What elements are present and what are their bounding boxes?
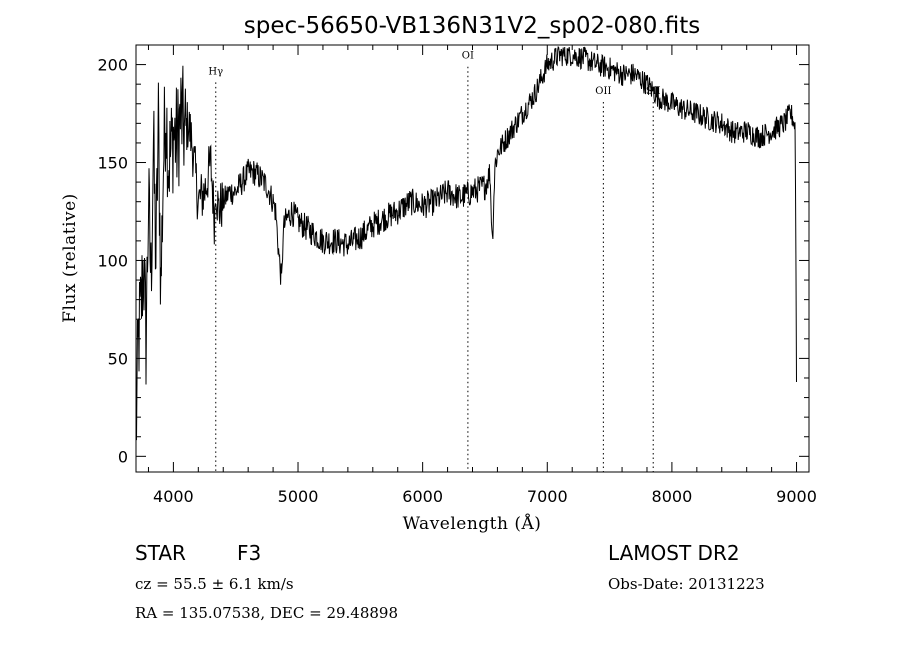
object-class-label: STAR (135, 541, 186, 565)
obs-date-text: Obs-Date: 20131223 (608, 575, 765, 593)
y-tick-labels: 0 50 100 150 200 (97, 56, 128, 467)
spectral-line-label: OI (462, 51, 474, 62)
y-tick-label: 0 (118, 447, 128, 466)
x-tick-label: 5000 (278, 487, 319, 506)
subclass-label: F3 (237, 541, 261, 565)
plot-frame (135, 44, 810, 473)
y-axis-label: Flux (relative) (60, 193, 80, 323)
y-tick-label: 150 (97, 154, 128, 173)
redshift-text: cz = 55.5 ± 6.1 km/s (135, 575, 294, 593)
coordinates-text: RA = 135.07538, DEC = 29.48898 (135, 604, 398, 622)
chart-title: spec-56650-VB136N31V2_sp02-080.fits (244, 13, 700, 39)
x-tick-label: 8000 (652, 487, 693, 506)
spectrum-series-line (135, 45, 797, 441)
y-tick-label: 200 (97, 56, 128, 75)
x-tick-label: 7000 (527, 487, 568, 506)
x-axis-label: Wavelength (Å) (403, 513, 542, 534)
spectral-line-label: OII (595, 86, 611, 97)
x-tick-label: 6000 (402, 487, 443, 506)
y-tick-label: 50 (108, 349, 128, 368)
y-tick-label: 100 (97, 251, 128, 270)
axis-ticks (136, 44, 809, 472)
x-tick-labels: 4000 5000 6000 7000 8000 9000 (153, 487, 817, 506)
survey-label: LAMOST DR2 (608, 541, 740, 565)
x-tick-label: 9000 (776, 487, 817, 506)
spectral-line-label: Hγ (208, 66, 223, 77)
x-tick-label: 4000 (153, 487, 194, 506)
